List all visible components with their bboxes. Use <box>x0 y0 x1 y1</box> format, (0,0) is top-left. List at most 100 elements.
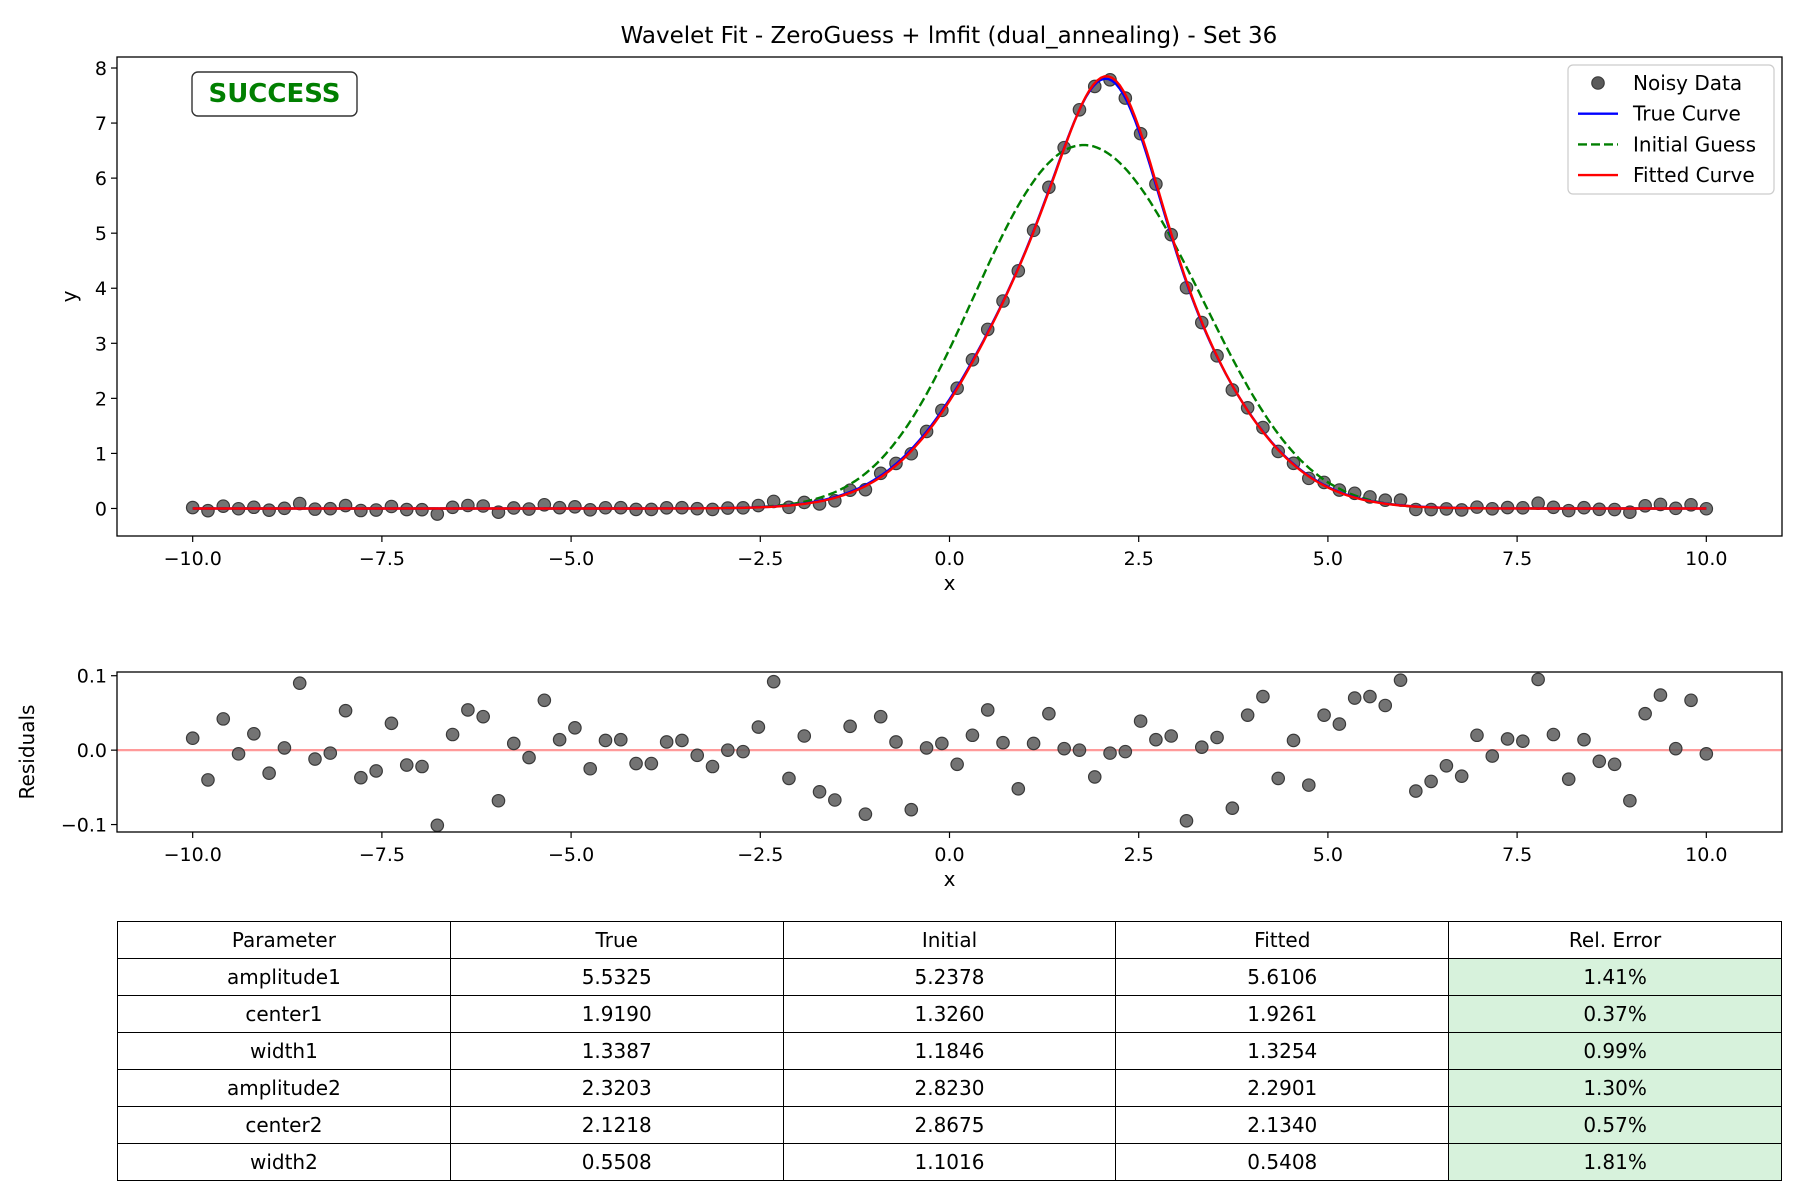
table-cell: 1.1846 <box>782 1032 1117 1070</box>
x-tick-label: 10.0 <box>1685 548 1727 570</box>
y-tick-label: 1 <box>95 443 107 465</box>
residual-point <box>185 731 200 746</box>
residual-point <box>1042 706 1056 721</box>
residual-point <box>583 761 598 776</box>
residual-point <box>1500 732 1515 746</box>
table-header-cell: Parameter <box>117 921 451 959</box>
y-axis-label: y <box>57 290 81 302</box>
data-point <box>461 498 475 513</box>
residual-point <box>247 726 261 741</box>
residual-point <box>1684 693 1698 708</box>
residual-point <box>721 743 735 757</box>
legend-frame <box>1567 64 1775 195</box>
residual-point <box>1225 801 1240 815</box>
residual-point <box>1623 793 1637 808</box>
rel-error-cell: 1.30% <box>1448 1069 1782 1107</box>
data-point <box>751 498 766 513</box>
table-cell: 0.5508 <box>449 1143 784 1181</box>
residual-point <box>277 741 292 755</box>
x-tick-label: 2.5 <box>1124 844 1154 866</box>
residual-point <box>950 757 964 772</box>
residual-point <box>980 703 995 717</box>
residual-point <box>308 752 322 766</box>
legend-label: Initial Guess <box>1633 132 1756 156</box>
y-tick-label: 6 <box>95 168 107 190</box>
main-plot-frame <box>116 56 1783 537</box>
rel-error-cell: 0.37% <box>1448 995 1782 1033</box>
residual-point <box>354 770 368 785</box>
true-curve-line <box>192 77 1707 510</box>
residual-point <box>751 720 766 734</box>
residual-point <box>996 735 1010 750</box>
residual-point <box>1317 708 1331 722</box>
residual-point <box>736 744 750 759</box>
residual-point <box>1347 691 1362 705</box>
residual-point <box>766 674 781 689</box>
table-body: amplitude1 5.5325 5.2378 5.6106 1.41% center1… <box>117 958 1782 1181</box>
residual-point <box>843 719 857 734</box>
x-tick-label: −2.5 <box>737 548 783 570</box>
x-tick-label: −7.5 <box>359 548 405 570</box>
data-point <box>1561 503 1576 518</box>
y-tick-label: 7 <box>95 113 107 135</box>
residual-point <box>522 750 536 765</box>
residual-point <box>1393 673 1408 687</box>
data-point <box>568 500 582 514</box>
residual-point <box>384 716 399 731</box>
residual-point <box>491 793 506 808</box>
table-cell: 1.9190 <box>449 995 784 1033</box>
residual-point <box>1638 706 1652 721</box>
data-point <box>1638 498 1652 513</box>
data-point <box>476 499 490 513</box>
residual-point <box>1026 736 1041 751</box>
residual-point <box>415 759 429 774</box>
data-point <box>1454 503 1469 517</box>
residual-point <box>476 709 490 724</box>
parameter-table: Parameter True Initial Fitted Rel. Error amp… <box>117 921 1782 1181</box>
residual-point <box>613 732 628 747</box>
x-tick-label: 10.0 <box>1685 844 1727 866</box>
residual-point <box>1653 688 1668 702</box>
x-tick-label: 0.0 <box>934 844 964 866</box>
residual-point <box>919 741 934 755</box>
residual-point <box>1271 771 1286 786</box>
data-point <box>904 446 919 461</box>
table-cell: center2 <box>117 1106 451 1144</box>
residual-point <box>262 766 276 781</box>
table-header-cell: Fitted <box>1115 921 1450 959</box>
residual-point <box>629 756 643 771</box>
residual-point <box>1164 729 1178 743</box>
table-cell: amplitude2 <box>117 1069 451 1107</box>
residual-point <box>1470 728 1484 743</box>
table-header-cell: Rel. Error <box>1448 921 1782 959</box>
table-row: width2 0.5508 1.1016 0.5408 1.81% <box>117 1143 1782 1181</box>
residual-points <box>185 672 1714 833</box>
main-plot: −10.0 −7.5 −5.0 −2.5 0.0 2.5 5.0 7.5 10.0 0 1 2 3 4 5 6… <box>57 56 1783 595</box>
table-cell: 2.1340 <box>1115 1106 1450 1144</box>
table-cell: 0.5408 <box>1115 1143 1450 1181</box>
table-row: center1 1.9190 1.3260 1.9261 0.37% <box>117 995 1782 1033</box>
y-tick-label: 5 <box>95 223 107 245</box>
status-badge-box <box>191 71 358 117</box>
residual-point <box>1194 740 1209 754</box>
residual-point <box>216 712 231 726</box>
x-tick-label: 5.0 <box>1313 844 1343 866</box>
data-point <box>369 503 383 517</box>
table-cell: amplitude1 <box>117 958 451 996</box>
residual-point <box>1424 774 1438 789</box>
residual-point <box>568 721 582 735</box>
residual-point <box>935 736 949 751</box>
x-tick-label: 7.5 <box>1502 844 1532 866</box>
rel-error-cell: 1.81% <box>1448 1143 1782 1181</box>
residual-point <box>1210 730 1224 745</box>
table-cell: 2.2901 <box>1115 1069 1450 1107</box>
residual-point <box>690 748 705 763</box>
residual-point <box>323 746 338 760</box>
legend-label: True Curve <box>1632 102 1741 126</box>
table-cell: 5.2378 <box>782 958 1117 996</box>
fitted-curve-line <box>192 75 1707 510</box>
chart-title: Wavelet Fit - ZeroGuess + lmfit (dual_an… <box>621 23 1278 49</box>
table-cell: 5.6106 <box>1115 958 1450 996</box>
data-point <box>216 499 231 513</box>
residual-point <box>705 759 720 774</box>
